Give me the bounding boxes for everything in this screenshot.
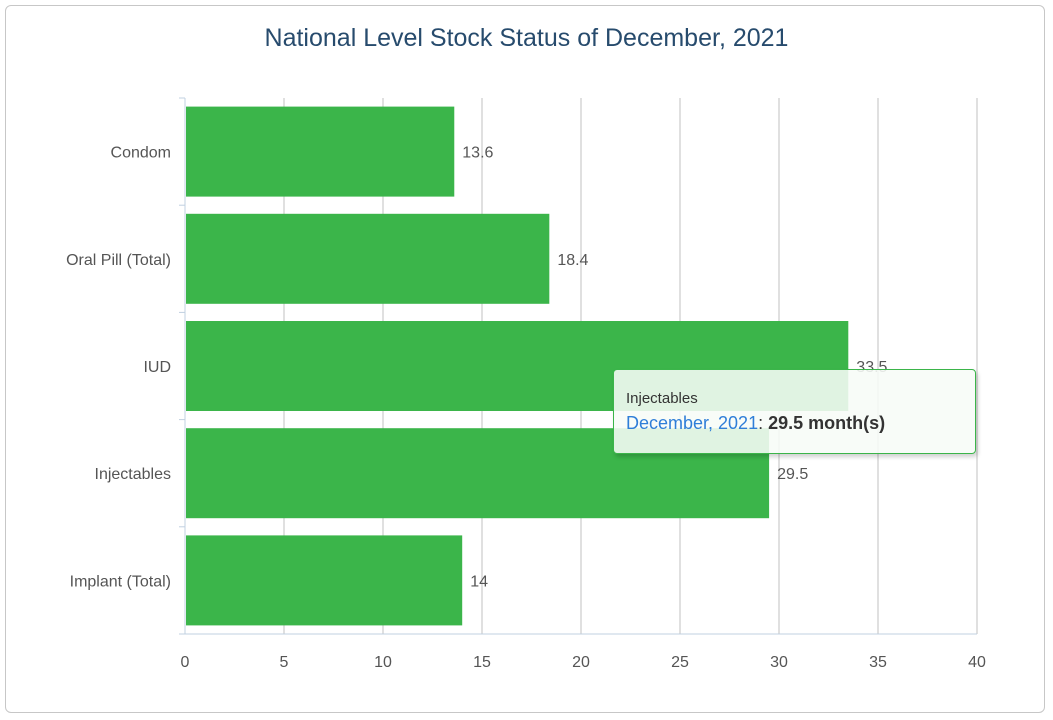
- category-label: Oral Pill (Total): [66, 252, 171, 269]
- tooltip-value: 29.5 month(s): [768, 413, 886, 433]
- data-label: 14: [470, 573, 488, 590]
- category-label: Condom: [111, 145, 171, 162]
- x-tick-label-5: 5: [280, 654, 289, 671]
- x-tick-label-30: 30: [770, 654, 788, 671]
- category-label: IUD: [143, 359, 171, 376]
- tooltip: Injectables December, 2021: 29.5 month(s…: [613, 369, 976, 454]
- chart-title: National Level Stock Status of December,…: [264, 24, 789, 52]
- tooltip-series-name: December, 2021: [626, 413, 759, 433]
- x-tick-label-10: 10: [374, 654, 392, 671]
- category-label: Injectables: [95, 466, 172, 483]
- x-tick-label-35: 35: [869, 654, 887, 671]
- tooltip-category: Injectables: [626, 390, 698, 407]
- tooltip-separator: :: [758, 413, 769, 433]
- x-tick-label-25: 25: [671, 654, 689, 671]
- data-label: 29.5: [777, 466, 808, 483]
- tooltip-body: December, 2021: 29.5 month(s): [626, 413, 963, 434]
- bar-condom[interactable]: [186, 106, 455, 197]
- labels: 0 5 10 15 20 25 30 35 40 Condom 13.6 Oral Pill (Tot…: [66, 145, 986, 671]
- x-tick-label-15: 15: [473, 654, 491, 671]
- bar-implant-total[interactable]: [186, 535, 463, 626]
- x-tick-label-0: 0: [181, 654, 190, 671]
- x-tick-label-40: 40: [968, 654, 986, 671]
- category-label: Implant (Total): [70, 573, 171, 590]
- x-tick-label-20: 20: [572, 654, 590, 671]
- bar-oral-pill-total[interactable]: [186, 213, 550, 304]
- axes: [179, 97, 977, 635]
- bars: [186, 106, 849, 626]
- data-label: 13.6: [462, 145, 493, 162]
- data-label: 18.4: [557, 252, 588, 269]
